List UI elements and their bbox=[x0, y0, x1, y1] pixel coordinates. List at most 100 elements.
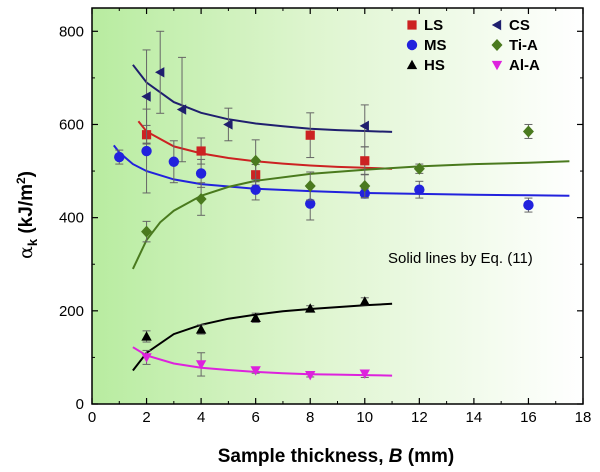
annotation-text: Solid lines by Eq. (11) bbox=[388, 250, 533, 267]
x-tick-label: 18 bbox=[575, 409, 592, 426]
legend-item-ti-a: Ti-A bbox=[491, 37, 538, 54]
y-axis-unit-post: ) bbox=[16, 171, 37, 177]
legend-label-al-a: Al-A bbox=[509, 57, 540, 74]
x-axis-title: Sample thickness, B (mm) bbox=[218, 446, 455, 467]
data-point-ti-a bbox=[304, 171, 316, 201]
legend-item-cs: CS bbox=[491, 17, 530, 34]
marker-ti-a bbox=[141, 225, 153, 238]
data-point-hs bbox=[195, 324, 207, 335]
legend-marker-ls bbox=[407, 20, 417, 30]
x-tick-label: 12 bbox=[411, 409, 428, 426]
data-point-ti-a bbox=[195, 182, 207, 216]
marker-ti-a bbox=[195, 193, 207, 206]
marker-hs bbox=[305, 303, 316, 313]
marker-al-a bbox=[250, 366, 261, 376]
marker-hs bbox=[250, 312, 261, 322]
y-axis-symbol: α bbox=[15, 246, 37, 259]
x-axis-title-var: B bbox=[389, 446, 403, 467]
y-axis-title: αk (kJ/m2) bbox=[14, 171, 40, 259]
marker-al-a bbox=[141, 353, 152, 363]
marker-ms bbox=[168, 156, 180, 167]
marker-ms bbox=[195, 168, 207, 179]
marker-hs bbox=[141, 331, 152, 341]
marker-ls bbox=[305, 130, 315, 140]
x-tick-label: 2 bbox=[142, 409, 150, 426]
marker-al-a bbox=[195, 360, 207, 370]
data-point-ms bbox=[114, 149, 125, 165]
legend-label-cs: CS bbox=[509, 17, 530, 34]
marker-ti-a bbox=[359, 179, 371, 192]
marker-ms bbox=[114, 151, 125, 163]
y-axis-unit-pre: (kJ/m bbox=[16, 184, 37, 239]
data-point-ti-a bbox=[250, 139, 262, 183]
data-points bbox=[114, 30, 534, 381]
legend-marker-cs bbox=[491, 19, 502, 31]
marker-ti-a bbox=[250, 154, 262, 167]
marker-ms bbox=[305, 198, 316, 209]
data-point-ti-a bbox=[141, 220, 153, 243]
marker-hs bbox=[359, 296, 370, 306]
data-point-hs bbox=[141, 330, 152, 343]
data-point-cs bbox=[359, 104, 369, 148]
x-tick-label: 4 bbox=[197, 409, 205, 426]
data-point-ms bbox=[523, 197, 534, 213]
data-point-al-a bbox=[195, 352, 207, 377]
marker-ms bbox=[141, 145, 152, 157]
legend-item-hs: HS bbox=[406, 57, 445, 74]
legend-item-ms: MS bbox=[406, 37, 447, 54]
marker-ms bbox=[523, 199, 534, 211]
data-point-al-a bbox=[141, 349, 152, 365]
marker-ls bbox=[360, 156, 370, 166]
data-point-hs bbox=[359, 296, 370, 306]
marker-ti-a bbox=[522, 125, 534, 138]
data-point-ms bbox=[250, 178, 261, 201]
legend-item-ls: LS bbox=[407, 17, 443, 34]
legend-label-ls: LS bbox=[424, 17, 443, 34]
y-tick-label: 200 bbox=[59, 303, 84, 320]
data-point-ti-a bbox=[413, 162, 425, 175]
legend-label-ms: MS bbox=[424, 37, 447, 54]
marker-cs bbox=[154, 67, 165, 78]
x-tick-label: 0 bbox=[88, 409, 96, 426]
marker-hs bbox=[195, 324, 207, 334]
legend-marker-ti-a bbox=[491, 39, 503, 51]
data-point-cs bbox=[176, 56, 187, 163]
y-tick-label: 800 bbox=[59, 23, 84, 40]
plot-area bbox=[92, 8, 583, 404]
marker-al-a bbox=[359, 369, 370, 379]
x-tick-label: 14 bbox=[466, 409, 483, 426]
data-point-ms bbox=[168, 140, 180, 184]
y-tick-label: 0 bbox=[76, 396, 84, 413]
marker-ms bbox=[250, 184, 261, 195]
y-axis-subscript: k bbox=[25, 238, 40, 246]
marker-ls bbox=[196, 146, 206, 156]
marker-ti-a bbox=[304, 179, 316, 192]
x-axis-title-unit: (mm) bbox=[403, 446, 455, 467]
y-tick-label: 400 bbox=[59, 210, 84, 227]
data-point-ls bbox=[305, 112, 315, 159]
data-point-al-a bbox=[359, 369, 370, 379]
legend-marker-ms bbox=[406, 39, 418, 51]
data-point-ti-a bbox=[359, 173, 371, 199]
x-tick-label: 10 bbox=[356, 409, 373, 426]
data-point-cs bbox=[223, 107, 233, 142]
legend: LS MS HS CS Ti-A Al-A bbox=[406, 17, 540, 74]
marker-cs bbox=[141, 91, 151, 102]
x-tick-label: 8 bbox=[306, 409, 314, 426]
x-axis-title-main: Sample thickness, bbox=[218, 446, 389, 467]
data-point-hs bbox=[305, 303, 316, 313]
axes: 0 2 4 6 8 10 12 14 16 18 0 200 400 600 800 bbox=[59, 8, 591, 426]
legend-label-ti-a: Ti-A bbox=[509, 37, 538, 54]
legend-marker-al-a bbox=[491, 60, 503, 71]
data-point-ti-a bbox=[522, 123, 534, 139]
legend-item-al-a: Al-A bbox=[491, 57, 540, 74]
marker-cs bbox=[176, 104, 187, 115]
y-tick-label: 600 bbox=[59, 116, 84, 133]
marker-ti-a bbox=[413, 162, 425, 175]
marker-cs bbox=[359, 120, 369, 132]
data-point-al-a bbox=[305, 370, 316, 381]
y-axis-superscript: 2 bbox=[14, 177, 28, 184]
marker-cs bbox=[223, 119, 233, 130]
legend-marker-hs bbox=[406, 59, 418, 70]
